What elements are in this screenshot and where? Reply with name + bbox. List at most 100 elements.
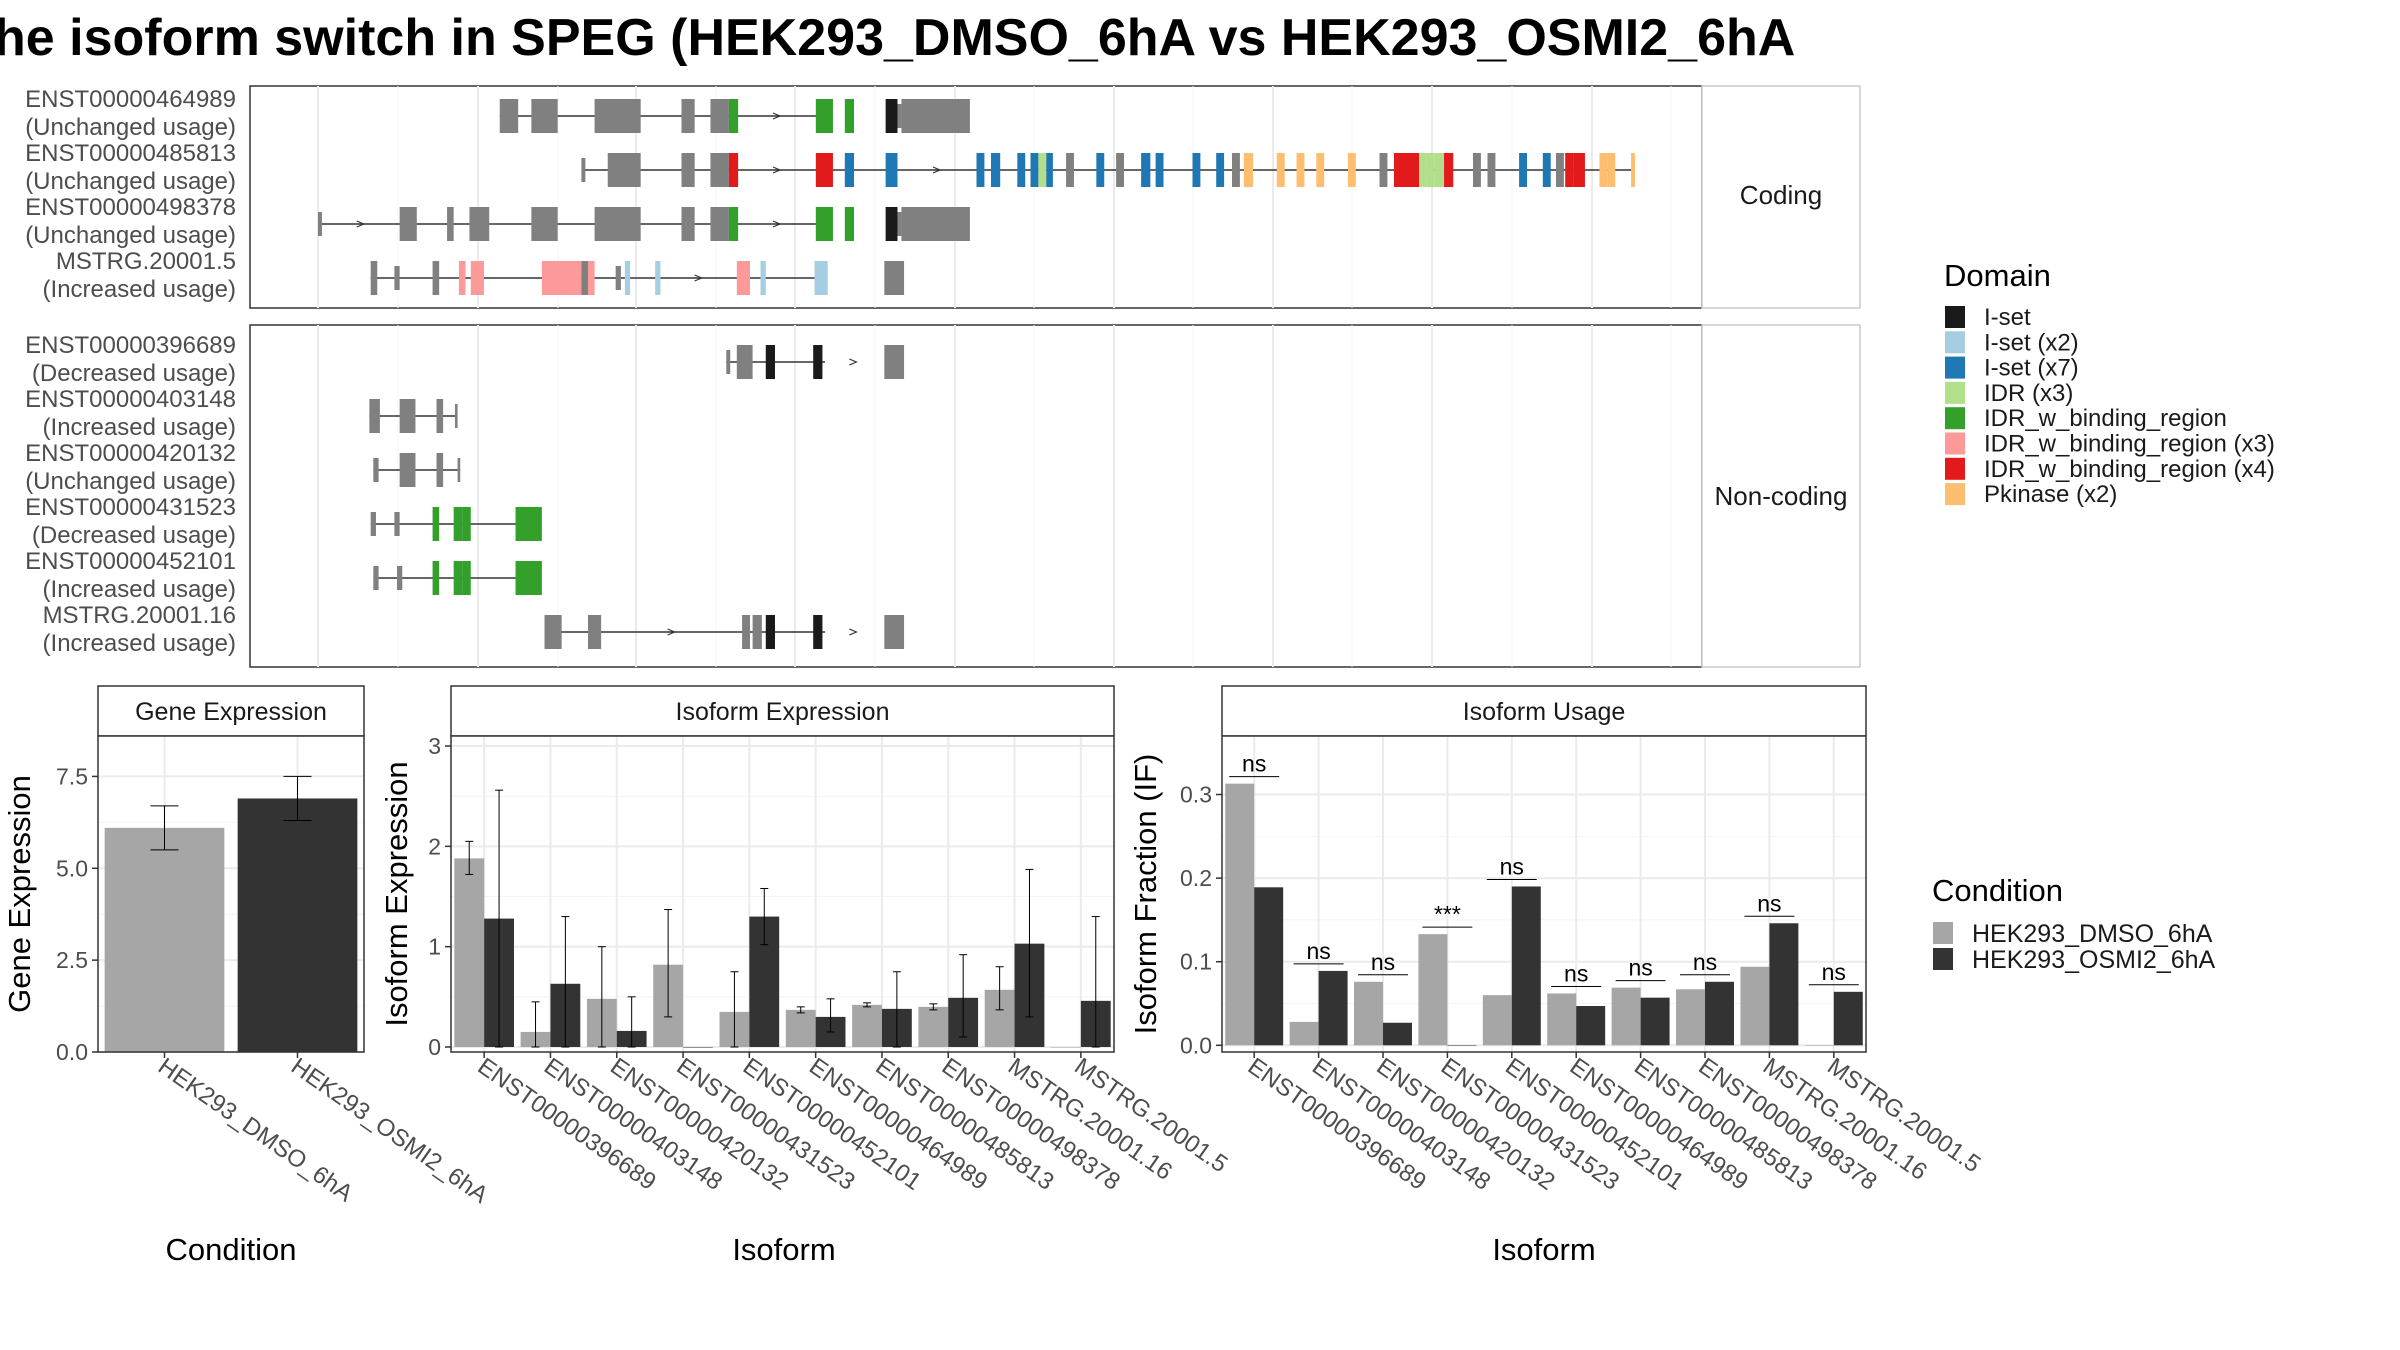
transcript-row xyxy=(370,507,542,541)
significance-label: ns xyxy=(1306,938,1330,964)
bar xyxy=(683,1046,713,1048)
transcript-row xyxy=(581,153,1635,187)
exon-block xyxy=(531,99,558,133)
transcript-usage-label: (Decreased usage) xyxy=(32,522,236,549)
transcript-id-label: ENST00000464989 xyxy=(25,86,236,113)
exon-block xyxy=(541,261,582,295)
exon-block xyxy=(587,615,602,649)
y-tick-label: 0.1 xyxy=(1180,949,1212,975)
panel-border xyxy=(450,735,1115,1053)
significance-label: *** xyxy=(1434,901,1461,927)
gene-expression-chart: Gene ExpressionHEK293_DMSO_6hAHEK293_OSM… xyxy=(2,685,493,1267)
noncoding-plot-area xyxy=(249,324,1703,668)
y-tick-label: 0.3 xyxy=(1180,782,1212,808)
transcript-id-label: ENST00000431523 xyxy=(25,494,236,521)
direction-arrow-icon xyxy=(772,112,782,120)
bar xyxy=(1383,1022,1412,1046)
exon-block xyxy=(1038,153,1047,187)
exon-block xyxy=(844,153,855,187)
bar xyxy=(1225,783,1255,1046)
exon-block xyxy=(1096,153,1105,187)
exon-block xyxy=(897,212,902,236)
coding-strip-label: Coding xyxy=(1740,180,1822,210)
bar xyxy=(1254,887,1284,1046)
coding-plot-area xyxy=(249,85,1703,309)
exon-block xyxy=(1573,153,1585,187)
exon-block xyxy=(1631,153,1635,187)
exon-block xyxy=(1434,153,1445,187)
bar xyxy=(1511,886,1541,1046)
structure-noncoding-panel: Non-coding ENST00000396689(Decreased usa… xyxy=(25,324,1861,668)
exon-block xyxy=(815,207,833,241)
significance-label: ns xyxy=(1693,949,1717,975)
condition-swatch-osmi xyxy=(1933,948,1953,970)
bar xyxy=(1354,981,1383,1046)
y-axis-label: Isoform Expression xyxy=(379,761,414,1026)
domain-swatch xyxy=(1945,407,1965,430)
exon-block xyxy=(681,153,695,187)
condition-swatch-dmso xyxy=(1933,922,1953,944)
bar xyxy=(1705,981,1734,1046)
x-axis-label: Isoform xyxy=(732,1232,835,1267)
exon-block xyxy=(884,345,905,379)
exon-block xyxy=(1487,153,1496,187)
direction-arrow-icon xyxy=(356,220,366,228)
exon-block xyxy=(844,207,855,241)
domain-legend-label: Pkinase (x2) xyxy=(1984,481,2117,508)
exon-block xyxy=(1519,153,1528,187)
bar xyxy=(237,798,358,1052)
y-tick-label: 1 xyxy=(428,934,441,960)
exon-block xyxy=(710,153,729,187)
exon-block xyxy=(1444,153,1454,187)
isoform-usage-chart: Isoform UsagensENST00000396689nsENST0000… xyxy=(1128,685,1985,1267)
exon-block xyxy=(399,207,417,241)
exon-block xyxy=(1426,153,1435,187)
exon-block xyxy=(469,207,490,241)
transcript-usage-label: (Increased usage) xyxy=(43,414,236,441)
domain-legend-label: I-set (x7) xyxy=(1984,355,2079,382)
exon-block xyxy=(1017,153,1026,187)
bar xyxy=(1640,997,1670,1046)
exon-block xyxy=(1393,153,1420,187)
noncoding-strip-label: Non-coding xyxy=(1715,481,1848,511)
chart-title: Isoform Expression xyxy=(676,698,890,726)
bar xyxy=(1547,993,1577,1046)
exon-block xyxy=(1155,153,1164,187)
domain-swatch xyxy=(1945,381,1965,404)
exon-block xyxy=(594,99,641,133)
bar xyxy=(1833,991,1863,1046)
exon-block xyxy=(1555,153,1564,187)
exon-block xyxy=(681,207,695,241)
coding-strip xyxy=(1701,85,1861,309)
exon-block xyxy=(1116,153,1125,187)
exon-block xyxy=(901,99,970,133)
exon-block xyxy=(746,345,753,379)
transcript-id-label: ENST00000420132 xyxy=(25,440,236,467)
transcript-usage-label: (Unchanged usage) xyxy=(25,222,236,249)
condition-label-dmso: HEK293_DMSO_6hA xyxy=(1972,920,2213,948)
significance-label: ns xyxy=(1757,890,1781,916)
exon-block xyxy=(884,615,905,649)
exon-block xyxy=(1066,153,1074,187)
exon-block xyxy=(884,261,905,295)
noncoding-strip xyxy=(1701,324,1861,668)
exon-block xyxy=(681,99,695,133)
exon-block xyxy=(581,261,588,295)
domain-legend-title: Domain xyxy=(1944,258,2051,293)
exon-block xyxy=(373,566,379,590)
exon-block xyxy=(844,99,855,133)
exon-block xyxy=(458,261,466,295)
exon-block xyxy=(728,153,739,187)
chart-title: Isoform Usage xyxy=(1463,698,1626,726)
transcript-id-label: ENST00000403148 xyxy=(25,386,236,413)
transcript-id-label: MSTRG.20001.16 xyxy=(43,602,236,629)
exon-block xyxy=(453,507,463,541)
exon-block xyxy=(1473,153,1481,187)
exon-block xyxy=(736,261,750,295)
exon-block xyxy=(470,261,484,295)
bar xyxy=(1676,989,1705,1046)
exon-block xyxy=(397,566,403,590)
domain-legend-label: I-set xyxy=(1984,304,2031,331)
exon-block xyxy=(885,207,898,241)
